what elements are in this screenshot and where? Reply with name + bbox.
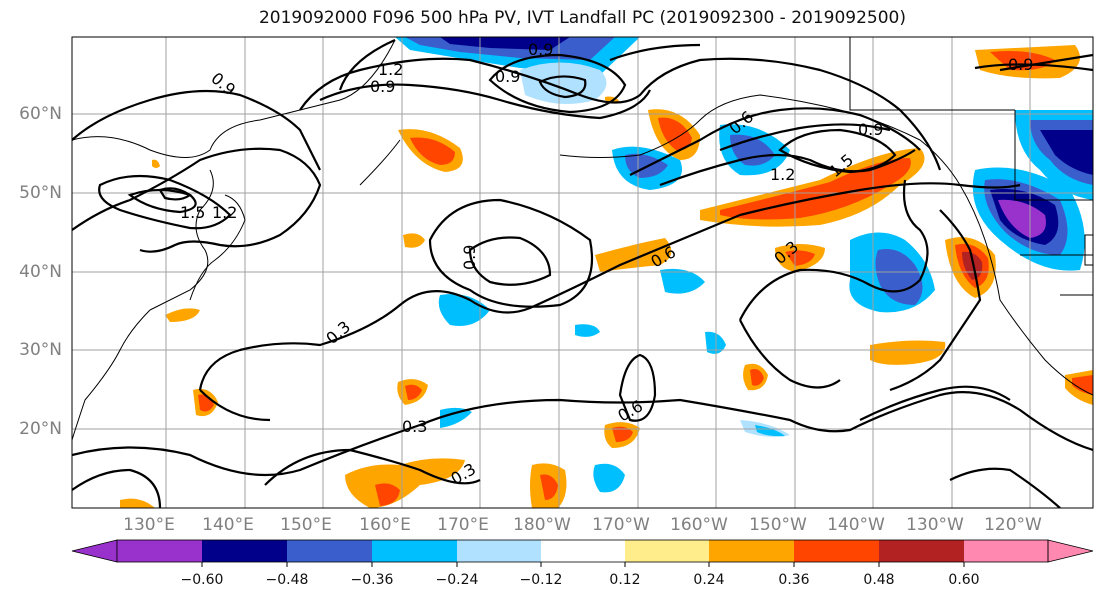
colorbar-bin xyxy=(372,540,457,562)
lat-label: 50°N xyxy=(19,183,62,203)
lon-label: 160°W xyxy=(670,515,728,535)
colorbar-bin xyxy=(879,540,964,562)
contour-label: 0.9 xyxy=(495,67,520,86)
colorbar-tick-label: 0.36 xyxy=(778,572,810,588)
contour-label: 0.9 xyxy=(370,77,395,96)
lon-label: 130°W xyxy=(906,515,964,535)
colorbar-bin xyxy=(709,540,794,562)
lat-label: 60°N xyxy=(19,104,62,124)
lon-label: 150°W xyxy=(749,515,807,535)
lon-label: 160°E xyxy=(359,515,411,535)
contour-label: 0.6 xyxy=(615,396,647,425)
lat-lon-grid xyxy=(72,37,1093,508)
colorbar-bin xyxy=(457,540,541,562)
colorbar-tick-label: −0.12 xyxy=(519,572,563,588)
contour-label: 1.2 xyxy=(378,60,403,79)
contour-label: 0.9 xyxy=(460,245,479,270)
colorbar-extend-high xyxy=(1047,539,1094,563)
lon-label: 170°W xyxy=(592,515,650,535)
colorbar-tick-label: 0.48 xyxy=(863,572,895,588)
lat-label: 40°N xyxy=(19,262,62,282)
contour-label: 0.9 xyxy=(858,120,883,139)
pv-contours xyxy=(72,38,1093,508)
lon-label: 150°E xyxy=(280,515,332,535)
contour-label: 0.3 xyxy=(402,417,427,436)
colorbar-bin xyxy=(287,540,372,562)
lon-label: 130°E xyxy=(123,515,175,535)
colorbar-bin xyxy=(964,540,1048,562)
map-title: 2019092000 F096 500 hPa PV, IVT Landfall… xyxy=(258,8,906,28)
colorbar-tick-label: 0.12 xyxy=(609,572,641,588)
colorbar-tick-label: −0.48 xyxy=(265,572,309,588)
colorbar-bin xyxy=(117,540,202,562)
map-frame xyxy=(71,36,1094,509)
colorbar-bin xyxy=(202,540,287,562)
colorbar-tick-label: −0.60 xyxy=(180,572,224,588)
lon-label: 180°W xyxy=(513,515,571,535)
contour-label: 0.9 xyxy=(528,40,553,59)
colorbar-bin xyxy=(625,540,709,562)
contour-label: 1.5 xyxy=(180,203,205,222)
lat-label: 20°N xyxy=(19,419,62,439)
colorbar-extend-low xyxy=(71,539,118,563)
lon-label: 120°W xyxy=(984,515,1042,535)
colorbar xyxy=(71,539,1094,567)
contour-label: 1.2 xyxy=(770,165,795,184)
lon-label: 170°E xyxy=(437,515,489,535)
colorbar-bin xyxy=(541,540,625,562)
lon-label: 140°W xyxy=(827,515,885,535)
colorbar-tick-label: −0.24 xyxy=(435,572,479,588)
colorbar-tick-label: −0.36 xyxy=(350,572,394,588)
lat-label: 30°N xyxy=(19,340,62,360)
contour-label: 1.2 xyxy=(212,203,237,222)
coastlines xyxy=(72,37,1093,441)
colorbar-bin xyxy=(794,540,879,562)
lon-label: 140°E xyxy=(202,515,254,535)
colorbar-tick-label: 0.24 xyxy=(693,572,725,588)
contour-label: 0.9 xyxy=(1008,55,1033,74)
colorbar-tick-label: 0.60 xyxy=(948,572,980,588)
